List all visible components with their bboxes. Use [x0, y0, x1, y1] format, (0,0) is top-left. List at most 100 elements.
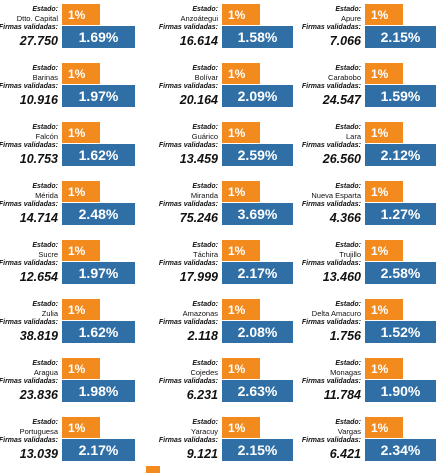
state-name: Lara [345, 132, 361, 141]
state-name: Bolívar [194, 73, 218, 82]
estado-label: Estado: [335, 124, 361, 131]
estado-label: Estado: [192, 65, 218, 72]
threshold-box: 1% [365, 240, 403, 261]
threshold-box: 1% [62, 299, 100, 320]
estado-label: Estado: [32, 124, 58, 131]
percent-box: 2.58% [365, 262, 436, 284]
percent-box: 2.63% [222, 380, 293, 402]
estado-label: Estado: [32, 242, 58, 249]
percent-box: 1.97% [62, 262, 135, 284]
threshold-box: 1% [222, 240, 260, 261]
estado-label: Estado: [192, 183, 218, 190]
signatures: 23.836 [19, 388, 58, 402]
estado-label: Estado: [335, 242, 361, 249]
signatures: 14.714 [19, 211, 58, 225]
state-name: Aragua [33, 368, 58, 377]
estado-label: Estado: [192, 6, 218, 13]
signatures: 13.459 [179, 152, 218, 166]
estado-label: Estado: [335, 183, 361, 190]
firmas-label: Firmas validadas: [158, 437, 218, 444]
firmas-label: Firmas validadas: [301, 319, 361, 326]
estado-label: Estado: [192, 124, 218, 131]
percent-box: 1.62% [62, 321, 135, 343]
signatures: 75.246 [179, 211, 218, 225]
threshold-box: 1% [222, 122, 260, 143]
state-name: Apure [340, 14, 361, 23]
threshold-box: 1% [222, 299, 260, 320]
percent-box: 1.27% [365, 203, 436, 225]
threshold-box: 1% [365, 63, 403, 84]
threshold-box: 1% [62, 181, 100, 202]
threshold-box: 1% [365, 299, 403, 320]
state-name: Yaracuy [191, 427, 218, 436]
estado-label: Estado: [32, 65, 58, 72]
state-name: Miranda [190, 191, 218, 200]
percent-box: 1.58% [222, 26, 293, 48]
firmas-label: Firmas validadas: [301, 142, 361, 149]
threshold-box: 1% [62, 358, 100, 379]
signatures: 16.614 [179, 34, 218, 48]
firmas-label: Firmas validadas: [301, 437, 361, 444]
firmas-label: Firmas validadas: [301, 201, 361, 208]
firmas-label: Firmas validadas: [301, 260, 361, 267]
firmas-label: Firmas validadas: [158, 319, 218, 326]
estado-label: Estado: [335, 6, 361, 13]
threshold-box: 1% [62, 4, 100, 25]
signatures: 13.460 [322, 270, 361, 284]
signatures: 24.547 [322, 93, 361, 107]
state-name: Falcón [35, 132, 58, 141]
percent-box: 1.97% [62, 85, 135, 107]
percent-box: 1.62% [62, 144, 135, 166]
estado-label: Estado: [192, 242, 218, 249]
percent-box: 2.08% [222, 321, 293, 343]
signatures: 9.121 [186, 447, 218, 461]
state-name: Sucre [38, 250, 58, 259]
firmas-label: Firmas validadas: [0, 260, 58, 267]
percent-box: 1.98% [62, 380, 135, 402]
signatures: 7.066 [329, 34, 361, 48]
threshold-box: 1% [62, 240, 100, 261]
estado-label: Estado: [192, 301, 218, 308]
state-name: Vargas [337, 427, 361, 436]
firmas-label: Firmas validadas: [0, 142, 58, 149]
estado-label: Estado: [335, 65, 361, 72]
threshold-box: 1% [365, 122, 403, 143]
percent-box: 2.17% [62, 439, 135, 461]
percent-box: 2.15% [222, 439, 293, 461]
firmas-label: Firmas validadas: [158, 24, 218, 31]
firmas-label: Firmas validadas: [158, 142, 218, 149]
signatures: 1.756 [329, 329, 361, 343]
percent-box: 2.59% [222, 144, 293, 166]
estado-label: Estado: [32, 6, 58, 13]
firmas-label: Firmas validadas: [158, 201, 218, 208]
state-name: Carabobo [328, 73, 361, 82]
estado-label: Estado: [192, 419, 218, 426]
state-name: Táchira [192, 250, 218, 259]
state-name: Delta Amacuro [311, 309, 361, 318]
percent-box: 2.48% [62, 203, 135, 225]
percent-box: 1.52% [365, 321, 436, 343]
estado-label: Estado: [335, 360, 361, 367]
threshold-box: 1% [365, 417, 403, 438]
firmas-label: Firmas validadas: [301, 83, 361, 90]
percent-box: 2.15% [365, 26, 436, 48]
signatures: 6.421 [329, 447, 361, 461]
signatures: 13.039 [19, 447, 58, 461]
percent-box: 2.09% [222, 85, 293, 107]
threshold-box: 1% [62, 122, 100, 143]
signatures: 2.118 [187, 329, 218, 343]
signatures: 27.750 [19, 34, 58, 48]
estado-label: Estado: [32, 419, 58, 426]
signatures: 38.819 [19, 329, 58, 343]
firmas-label: Firmas validadas: [0, 319, 58, 326]
percent-box: 1.69% [62, 26, 135, 48]
percent-box: 2.34% [365, 439, 436, 461]
estado-label: Estado: [32, 183, 58, 190]
state-name: Amazonas [182, 309, 218, 318]
state-name: Trujillo [339, 250, 361, 259]
legend-square [146, 466, 160, 473]
state-name: Nueva Esparta [311, 191, 361, 200]
threshold-box: 1% [222, 417, 260, 438]
firmas-label: Firmas validadas: [0, 83, 58, 90]
